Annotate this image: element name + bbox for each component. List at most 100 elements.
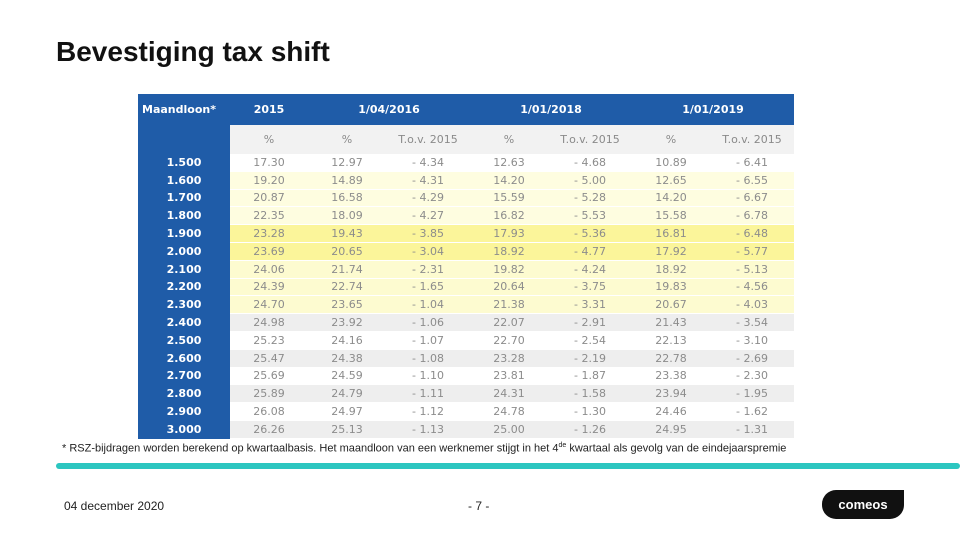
table-cell: - 5.77 [710,242,794,261]
table-cell: - 3.04 [386,242,470,261]
table-cell: 24.31 [470,384,548,404]
row-salary-cell: 2.500 [138,331,230,350]
subheader-pct: % [632,125,710,154]
table-cell: 22.07 [470,313,548,332]
table-cell: 23.69 [230,242,308,261]
row-salary-cell: 2.300 [138,295,230,315]
page-title: Bevestiging tax shift [56,36,330,67]
table-cell: 19.20 [230,171,308,190]
table-cell: - 4.31 [386,171,470,190]
table-cell: 19.83 [632,278,710,297]
table-cell: 24.16 [308,331,386,350]
table-row: 2.900 26.08 24.97- 1.12 24.78- 1.30 24.46- 1… [138,402,794,421]
table-cell: - 4.27 [386,206,470,226]
table-cell: - 3.54 [710,313,794,332]
table-cell: - 5.53 [548,206,632,226]
table-cell: - 1.87 [548,367,632,386]
header-2016: 1/04/2016 [308,94,470,125]
table-cell: - 1.11 [386,384,470,404]
subheader-pct: % [470,125,548,154]
table-cell: 21.38 [470,295,548,315]
table-row: 1.700 20.87 16.58- 4.29 15.59- 5.28 14.20- 6… [138,189,794,208]
subheader-tov: T.o.v. 2015 [548,125,632,154]
table-cell: - 2.30 [710,367,794,386]
footnote-text-end: kwartaal als gevolg van de eindejaarspre… [566,442,787,455]
row-salary-cell: 1.800 [138,206,230,226]
table-cell: 17.93 [470,224,548,243]
subheader-pct: % [230,125,308,154]
table-cell: 14.89 [308,171,386,190]
table-cell: 24.97 [308,402,386,421]
table-cell: 24.70 [230,295,308,315]
header-2019: 1/01/2019 [632,94,794,125]
table-row: 2.500 25.23 24.16- 1.07 22.70- 2.54 22.13- 3… [138,331,794,350]
table-cell: - 4.24 [548,260,632,279]
table-row: 2.100 24.06 21.74- 2.31 19.82- 4.24 18.92- 5… [138,260,794,279]
table-cell: 22.78 [632,349,710,368]
table-cell: 24.59 [308,367,386,386]
table-cell: - 2.54 [548,331,632,350]
table-cell: 23.94 [632,384,710,404]
table-cell: 24.98 [230,313,308,332]
table-cell: - 1.04 [386,295,470,315]
row-salary-cell: 1.500 [138,154,230,172]
table-cell: - 2.19 [548,349,632,368]
row-salary-cell: 2.700 [138,367,230,386]
row-salary-cell: 2.200 [138,278,230,297]
table-cell: - 1.31 [710,420,794,439]
table-cell: - 1.07 [386,331,470,350]
table-cell: - 5.36 [548,224,632,243]
table-cell: 10.89 [632,154,710,172]
row-salary-cell: 2.600 [138,349,230,368]
table-cell: - 6.67 [710,189,794,208]
table-cell: 22.35 [230,206,308,226]
table-cell: - 6.48 [710,224,794,243]
table-cell: 18.09 [308,206,386,226]
table-cell: - 1.26 [548,420,632,439]
row-salary-cell: 1.600 [138,171,230,190]
row-salary-cell: 2.100 [138,260,230,279]
table-cell: - 1.65 [386,278,470,297]
table-cell: 24.06 [230,260,308,279]
footnote-text: * RSZ-bijdragen worden berekend op kwart… [62,442,559,455]
table-cell: - 3.10 [710,331,794,350]
footer-date: 04 december 2020 [64,499,165,513]
table-cell: - 1.30 [548,402,632,421]
table-cell: 26.26 [230,420,308,439]
table-cell: - 1.58 [548,384,632,404]
table-row: 2.400 24.98 23.92- 1.06 22.07- 2.91 21.43- 3… [138,313,794,332]
row-salary-cell: 2.800 [138,384,230,404]
table-row: 1.600 19.20 14.89- 4.31 14.20- 5.00 12.65- 6… [138,171,794,190]
logo-text: comeos [838,497,888,512]
table-cell: 23.38 [632,367,710,386]
table-cell: 20.67 [632,295,710,315]
footnote-sup: de [558,442,567,449]
table-cell: 24.78 [470,402,548,421]
footnote: * RSZ-bijdragen worden berekend op kwart… [62,442,786,455]
table-cell: - 1.12 [386,402,470,421]
table-cell: 18.92 [632,260,710,279]
table-cell: 20.65 [308,242,386,261]
table-cell: 23.28 [470,349,548,368]
table-cell: - 6.78 [710,206,794,226]
row-salary-cell: 1.700 [138,189,230,208]
comeos-logo: comeos [822,490,904,519]
table-header-row-2: % % T.o.v. 2015 % T.o.v. 2015 % T.o.v. 2… [138,125,794,154]
table-header-row-1: Maandloon* 2015 1/04/2016 1/01/2018 1/01… [138,94,794,125]
table-cell: 22.70 [470,331,548,350]
header-maandloon: Maandloon* [138,94,230,125]
table-cell: 12.63 [470,154,548,172]
table-cell: 16.81 [632,224,710,243]
table-cell: - 2.69 [710,349,794,368]
table-cell: 21.74 [308,260,386,279]
table-cell: - 3.85 [386,224,470,243]
table-cell: - 6.55 [710,171,794,190]
table-cell: 23.65 [308,295,386,315]
table-cell: 20.87 [230,189,308,208]
table-cell: 25.69 [230,367,308,386]
header-2015: 2015 [230,94,308,125]
table-cell: 24.38 [308,349,386,368]
table-row: 2.700 25.69 24.59- 1.10 23.81- 1.87 23.38- 2… [138,367,794,386]
table-row: 3.000 26.26 25.13- 1.13 25.00- 1.26 24.95- 1… [138,420,794,439]
table-cell: - 5.13 [710,260,794,279]
